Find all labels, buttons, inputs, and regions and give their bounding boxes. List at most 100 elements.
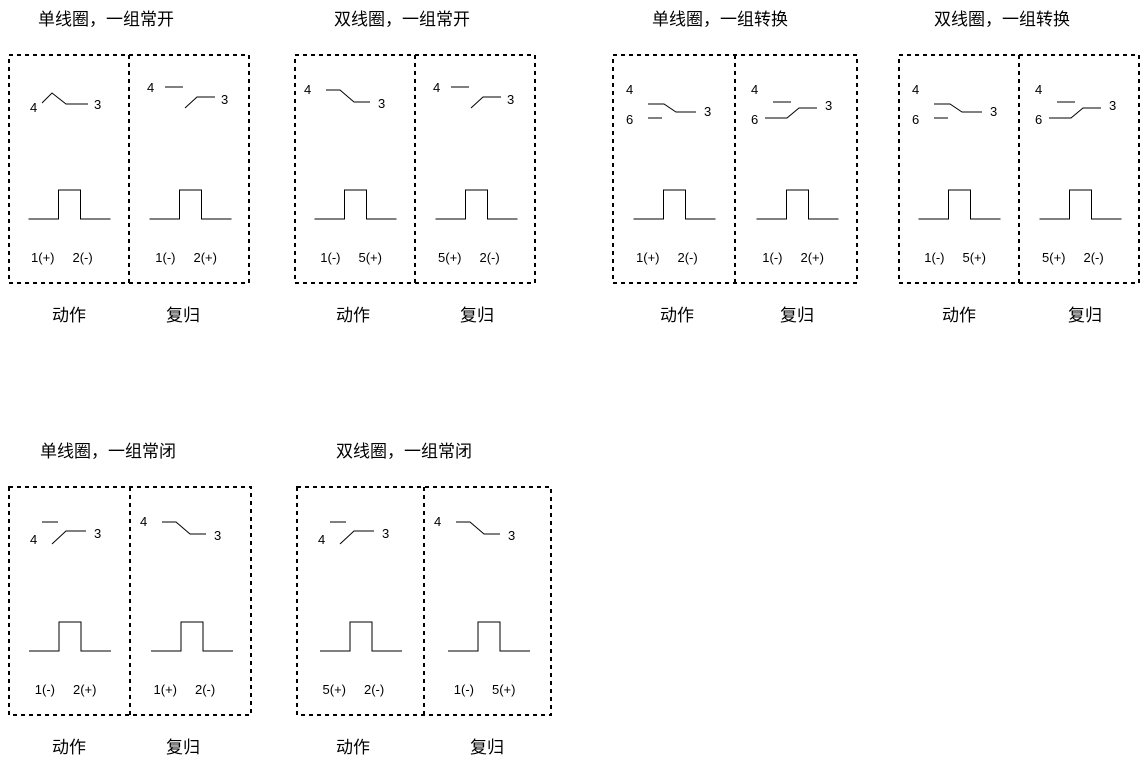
action-label: 动作 [942,306,976,326]
contact-arm [648,103,696,113]
pulse-waveform [149,189,232,220]
coil-terminal-label: 5(+) [1042,250,1065,265]
coil-terminal-label: 1(+) [154,682,177,697]
coil-terminal-label: 1(-) [762,250,782,265]
pulse-waveform [28,189,111,220]
coil-terminal-label: 5(+) [492,682,515,697]
terminal-label: 4 [318,532,325,547]
coil-terminal-label: 5(+) [323,682,346,697]
reset-label: 复归 [780,306,814,326]
coil-terminal-label: 5(+) [963,250,986,265]
terminal-label: 6 [1035,112,1042,127]
coil-terminal-label: 2(-) [364,682,384,697]
terminal-label: 4 [1035,82,1042,97]
terminal-label: 6 [626,112,633,127]
contact-arm [934,103,982,113]
coil-terminal-label: 2(-) [195,682,215,697]
terminal-label: 3 [825,98,832,113]
contact-arm [765,107,817,119]
terminal-label: 6 [751,112,758,127]
panel-title: 单线圈，一组常闭 [40,442,176,462]
coil-terminal-label: 1(-) [35,682,55,697]
pulse-waveform [151,621,233,652]
terminal-label: 4 [30,100,37,115]
coil-terminal-label: 5(+) [359,250,382,265]
pulse-waveform [435,189,518,220]
action-label: 动作 [336,738,370,758]
contact-arm [470,96,501,109]
pulse-waveform [1039,189,1122,220]
terminal-label: 4 [147,80,154,95]
contact-arm [339,530,374,545]
coil-terminal-label: 2(+) [194,250,217,265]
terminal-label: 4 [434,514,441,529]
action-label: 动作 [52,738,86,758]
pulse-waveform [633,189,716,220]
coil-terminal-label: 2(+) [801,250,824,265]
relay-diagram: 4 6 3 1(-) 5(+) 4 6 3 5(+) 2(-) [898,54,1140,284]
coil-terminal-label: 1(+) [636,250,659,265]
terminal-label: 6 [912,112,919,127]
terminal-label: 4 [140,514,147,529]
relay-diagram: 4 3 1(-) 2(+) 4 3 1(+) 2(-) [8,486,252,716]
contact-arm [456,521,500,535]
coil-terminal-label: 1(-) [924,250,944,265]
action-label: 动作 [336,306,370,326]
reset-label: 复归 [166,306,200,326]
contact-arm [184,96,215,109]
pulse-waveform [314,189,397,220]
pulse-waveform [448,621,530,652]
pulse-waveform [918,189,1001,220]
terminal-label: 4 [30,532,37,547]
reset-label: 复归 [460,306,494,326]
coil-terminal-label: 2(-) [1084,250,1104,265]
terminal-label: 3 [382,526,389,541]
reset-label: 复归 [1068,306,1102,326]
coil-terminal-label: 1(+) [31,250,54,265]
coil-terminal-label: 1(-) [454,682,474,697]
contact-arm [162,521,206,535]
terminal-label: 3 [94,97,101,112]
terminal-label: 3 [1109,98,1116,113]
panel-title: 单线圈，一组常开 [38,10,174,30]
terminal-label: 3 [221,92,228,107]
coil-terminal-label: 1(-) [320,250,340,265]
contact-arm [326,89,370,103]
terminal-label: 4 [751,82,758,97]
terminal-label: 3 [990,104,997,119]
action-label: 动作 [52,306,86,326]
coil-terminal-label: 5(+) [438,250,461,265]
relay-diagram: 4 3 5(+) 2(-) 4 3 1(-) 5(+) [296,486,552,716]
contact-arm [51,530,86,545]
terminal-label: 3 [507,92,514,107]
pulse-waveform [320,621,402,652]
panel-title: 双线圈，一组常开 [334,10,470,30]
reset-label: 复归 [470,738,504,758]
terminal-label: 3 [508,528,515,543]
terminal-label: 3 [378,96,385,111]
relay-diagram: 4 6 3 1(+) 2(-) 4 6 3 1(-) 2(+) [612,54,858,284]
terminal-label: 4 [433,80,440,95]
terminal-label: 3 [94,526,101,541]
relay-diagram: 4 3 1(-) 5(+) 4 3 5(+) 2(-) [294,54,536,284]
panel-title: 双线圈，一组常闭 [336,442,472,462]
coil-terminal-label: 2(-) [678,250,698,265]
terminal-label: 4 [912,82,919,97]
panel-title: 双线圈，一组转换 [934,10,1070,30]
terminal-label: 4 [626,82,633,97]
relay-diagram: 4 3 1(+) 2(-) 4 3 1(-) 2(+) [8,54,250,284]
panel-title: 单线圈，一组转换 [652,10,788,30]
coil-terminal-label: 1(-) [155,250,175,265]
contact-arm [1049,107,1101,119]
coil-terminal-label: 2(-) [73,250,93,265]
pulse-waveform [29,621,111,652]
terminal-label: 4 [304,82,311,97]
coil-terminal-label: 2(-) [480,250,500,265]
contact-arm [41,92,88,105]
action-label: 动作 [660,306,694,326]
pulse-waveform [756,189,839,220]
terminal-label: 3 [704,104,711,119]
coil-terminal-label: 2(+) [73,682,96,697]
reset-label: 复归 [166,738,200,758]
terminal-label: 3 [214,528,221,543]
